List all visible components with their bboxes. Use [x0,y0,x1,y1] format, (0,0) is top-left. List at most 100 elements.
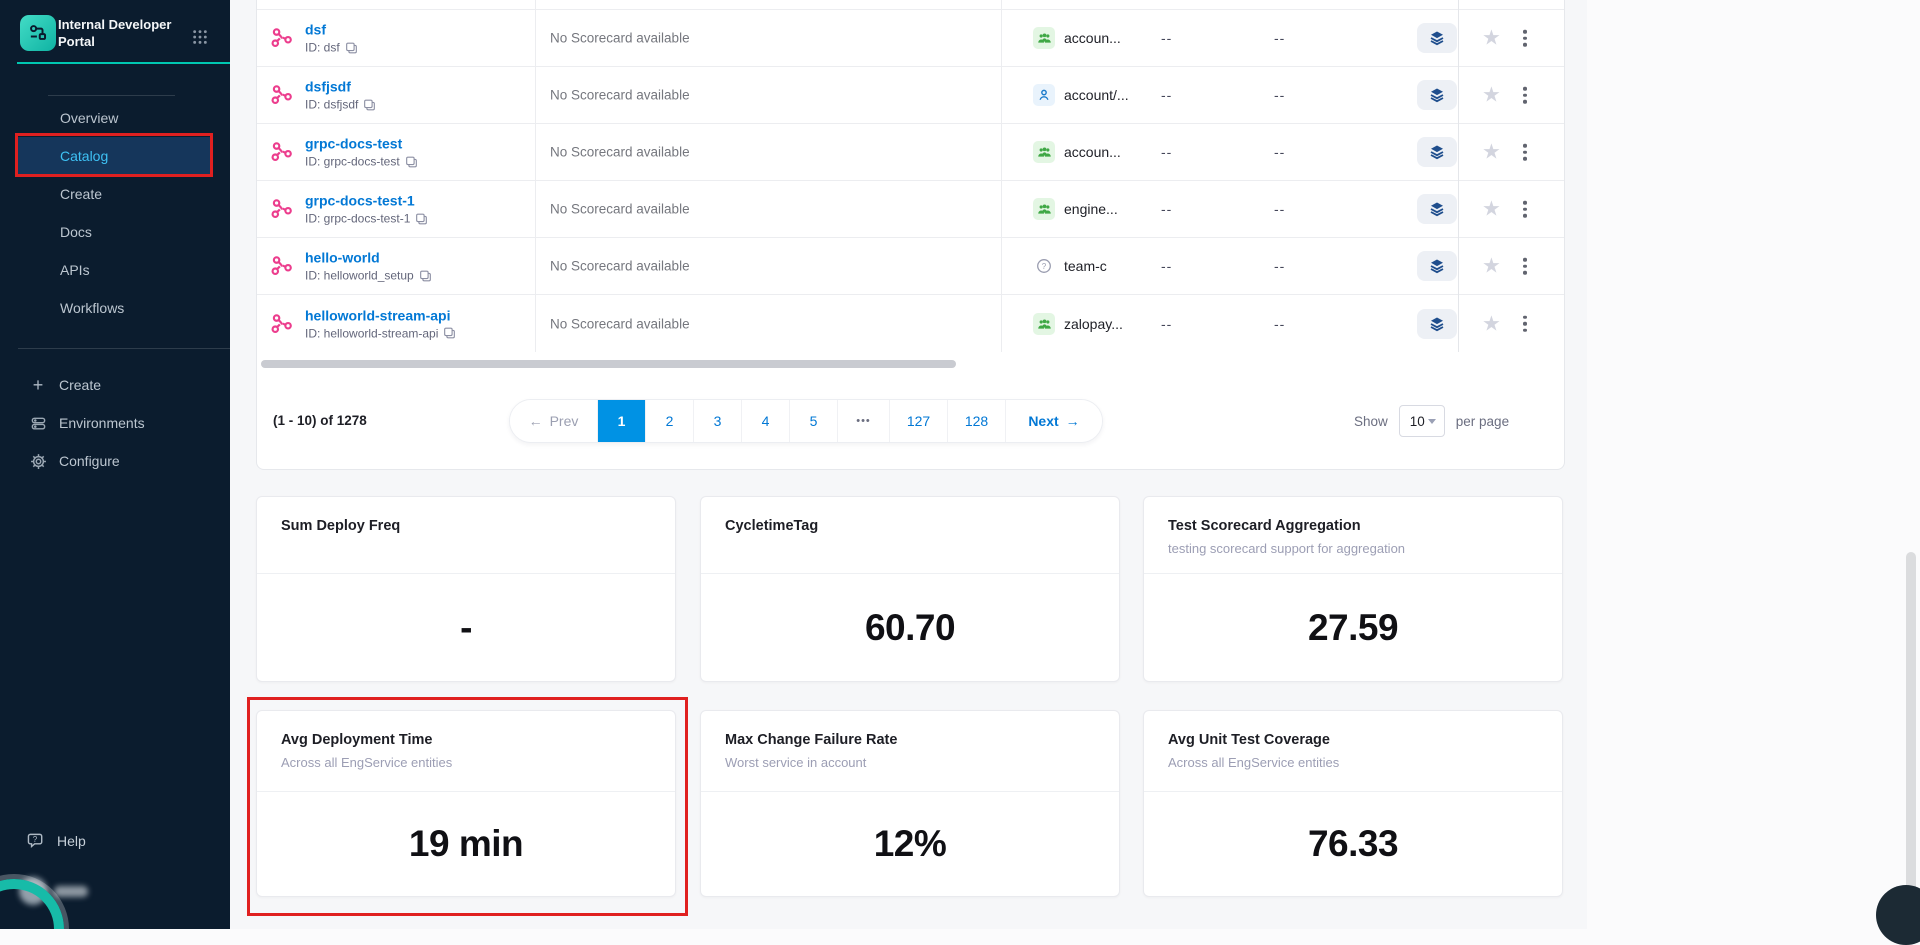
card-subtitle: Worst service in account [725,755,1095,770]
copy-icon[interactable] [345,41,358,54]
card-title: CycletimeTag [725,518,1095,534]
table-row: hello-world ID: helloworld_setup No Scor… [257,238,1564,295]
owner-cell: zalopay... [1033,313,1123,335]
scorecard-cell: No Scorecard available [550,88,690,103]
owner-cell: ? team-c [1033,255,1107,277]
star-favorite-icon[interactable]: ★ [1482,256,1501,277]
metric-empty: -- [1274,87,1285,103]
svg-text:?: ? [1042,262,1047,271]
user-name-blurred [54,886,88,897]
vertical-scrollbar[interactable] [1906,552,1916,915]
owner-cell: engine... [1033,198,1118,220]
star-favorite-icon[interactable]: ★ [1482,199,1501,220]
column-divider [1001,0,1002,352]
horizontal-scrollbar[interactable] [261,360,956,368]
per-page-label: per page [1456,414,1509,429]
owner-name: accoun... [1064,30,1121,46]
sidebar-item-overview[interactable]: Overview [0,99,230,137]
page-button-5[interactable]: 5 [790,400,838,442]
sidebar-item-workflows[interactable]: Workflows [0,289,230,327]
sidebar-action-create[interactable]: + Create [0,366,230,404]
app-switcher-grid-icon[interactable] [192,29,208,45]
metric-empty: -- [1274,201,1285,217]
copy-icon[interactable] [405,155,418,168]
copy-icon[interactable] [363,98,376,111]
arrow-right-icon: → [1066,413,1080,429]
help-button[interactable]: ? Help [0,822,230,860]
sidebar-item-apis[interactable]: APIs [0,251,230,289]
action-label: Configure [59,453,120,469]
metric-card-cycletimetag: CycletimeTag 60.70 [700,496,1120,682]
divider [48,95,175,96]
scorecard-cell: No Scorecard available [550,316,690,331]
copy-icon[interactable] [443,327,456,340]
pagination: ← Prev 1 2 3 4 5 ••• 127 128 Next → [509,399,1103,443]
entity-name-link[interactable]: helloworld-stream-api [305,307,456,323]
harness-managed-badge [1417,194,1457,224]
sidebar-item-catalog[interactable]: Catalog [18,137,210,175]
card-title: Avg Deployment Time [281,732,651,748]
sidebar-action-configure[interactable]: Configure [0,442,230,480]
harness-managed-badge [1417,80,1457,110]
next-page-button[interactable]: Next → [1006,400,1102,442]
card-subtitle: Across all EngService entities [1168,755,1538,770]
owner-name: engine... [1064,201,1118,217]
entity-name-link[interactable]: grpc-docs-test-1 [305,193,428,209]
entity-name-cell: hello-world ID: helloworld_setup [305,250,432,283]
service-entity-icon [269,25,295,51]
kebab-menu-icon[interactable] [1519,83,1531,108]
metric-empty: -- [1274,30,1285,46]
divider [18,348,230,349]
kebab-menu-icon[interactable] [1519,140,1531,165]
entity-id: ID: dsf [305,41,340,55]
prev-page-button[interactable]: ← Prev [510,400,598,442]
page-button-4[interactable]: 4 [742,400,790,442]
table-row: dsfjsdf ID: dsfjsdf No Scorecard availab… [257,67,1564,124]
page-size-select[interactable]: 10 [1399,405,1445,437]
owner-name: zalopay... [1064,316,1123,332]
sidebar-item-docs[interactable]: Docs [0,213,230,251]
page-button-3[interactable]: 3 [694,400,742,442]
service-entity-icon [269,139,295,165]
entity-name-link[interactable]: dsfjsdf [305,79,376,95]
harness-managed-badge [1417,137,1457,167]
table-row: helloworld-stream-api ID: helloworld-str… [257,295,1564,352]
copy-icon[interactable] [419,269,432,282]
entity-name-link[interactable]: hello-world [305,250,432,266]
star-favorite-icon[interactable]: ★ [1482,313,1501,334]
sidebar-item-create[interactable]: Create [0,175,230,213]
entity-name-link[interactable]: grpc-docs-test [305,136,418,152]
kebab-menu-icon[interactable] [1519,197,1531,222]
star-favorite-icon[interactable]: ★ [1482,28,1501,49]
show-label: Show [1354,414,1388,429]
decorative-corner-logo [0,879,64,929]
copy-icon[interactable] [415,212,428,225]
scorecard-cell: No Scorecard available [550,31,690,46]
entity-id: ID: helloworld_setup [305,269,414,283]
circuit-logo-icon [27,22,49,44]
layers-icon [1429,144,1445,160]
page-button-127[interactable]: 127 [890,400,948,442]
kebab-menu-icon[interactable] [1519,254,1531,279]
kebab-menu-icon[interactable] [1519,311,1531,336]
metric-empty: -- [1161,316,1172,332]
owner-name: team-c [1064,258,1107,274]
pagination-range: (1 - 10) of 1278 [273,413,367,428]
card-title: Test Scorecard Aggregation [1168,518,1538,534]
entity-name-link[interactable]: dsf [305,22,358,38]
entity-id: ID: grpc-docs-test [305,155,400,169]
table-row: grpc-docs-test ID: grpc-docs-test No Sco… [257,124,1564,181]
owner-cell: account/... [1033,84,1129,106]
star-favorite-icon[interactable]: ★ [1482,142,1501,163]
page-button-2[interactable]: 2 [646,400,694,442]
page-button-128[interactable]: 128 [948,400,1006,442]
kebab-menu-icon[interactable] [1519,26,1531,51]
sidebar-action-environments[interactable]: Environments [0,404,230,442]
table-row: grpc-docs-test-1 ID: grpc-docs-test-1 No… [257,181,1564,238]
page-button-1[interactable]: 1 [598,400,646,442]
metric-empty: -- [1274,144,1285,160]
card-value: 27.59 [1144,574,1562,681]
corner-floating-button[interactable] [1876,885,1920,945]
star-favorite-icon[interactable]: ★ [1482,85,1501,106]
gear-icon [29,453,47,470]
